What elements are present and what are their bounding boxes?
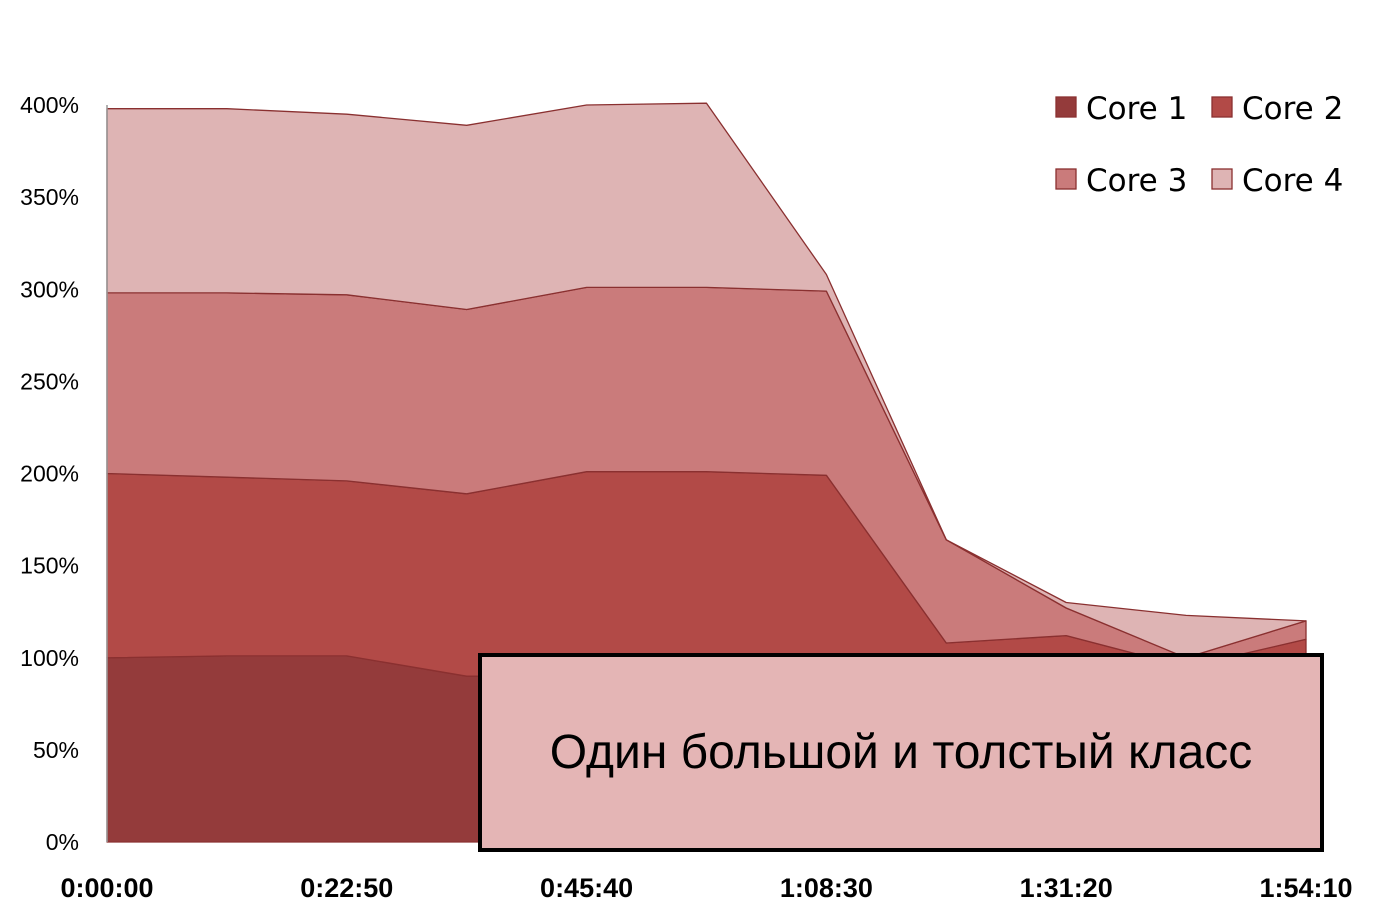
y-tick-label: 350%	[20, 184, 79, 210]
legend-swatch	[1211, 96, 1233, 118]
x-tick-label: 0:45:40	[540, 873, 633, 903]
area-core-4	[106, 102, 1307, 659]
legend-label: Core 1	[1086, 91, 1187, 127]
x-tick-label: 1:54:10	[1259, 873, 1352, 903]
y-axis-ticks: 0% 50% 100% 150% 200% 250% 300% 350% 400%	[20, 92, 79, 855]
legend-label: Core 3	[1086, 163, 1187, 199]
y-tick-label: 100%	[20, 645, 79, 671]
x-tick-label: 0:22:50	[300, 873, 393, 903]
legend-swatch	[1055, 168, 1077, 190]
legend-swatch	[1055, 96, 1077, 118]
y-tick-label: 250%	[20, 368, 79, 394]
y-tick-label: 0%	[46, 829, 79, 855]
legend-label: Core 4	[1242, 163, 1343, 199]
legend: Core 1 Core 2 Core 3 Core 4	[1055, 91, 1343, 199]
y-tick-label: 400%	[20, 92, 79, 118]
x-tick-label: 0:00:00	[60, 873, 153, 903]
x-tick-label: 1:08:30	[780, 873, 873, 903]
x-axis-ticks: 0:00:00 0:22:50 0:45:40 1:08:30 1:31:20 1:54:…	[60, 873, 1352, 903]
y-tick-label: 150%	[20, 553, 79, 579]
callout-text: Один большой и толстый класс	[549, 726, 1253, 779]
x-tick-label: 1:31:20	[1020, 873, 1113, 903]
legend-label: Core 2	[1242, 91, 1343, 127]
y-tick-label: 50%	[33, 737, 79, 763]
y-tick-label: 200%	[20, 461, 79, 487]
legend-swatch	[1211, 168, 1233, 190]
callout-box: Один большой и толстый класс	[478, 653, 1324, 852]
y-tick-label: 300%	[20, 276, 79, 302]
